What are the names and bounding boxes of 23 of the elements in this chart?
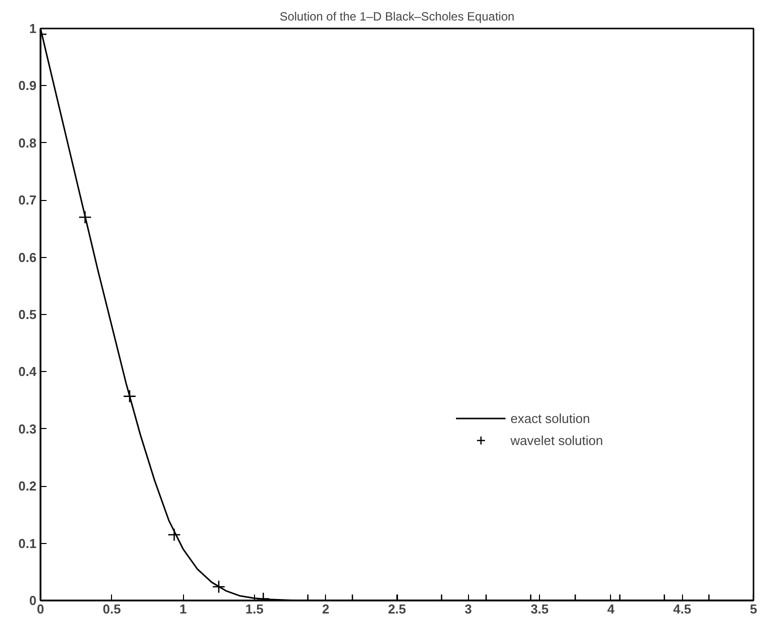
x-tick-label: 1 [179, 602, 187, 616]
y-tick-label: 1 [29, 21, 37, 36]
legend-label: wavelet solution [510, 432, 603, 448]
x-tick-label: 2.5 [388, 602, 406, 616]
y-tick-label: 0.9 [18, 78, 37, 94]
x-tick-label: 2 [322, 602, 330, 616]
y-tick-label: 0.5 [18, 307, 37, 322]
y-tick-label: 0.2 [18, 478, 37, 494]
y-tick-label: 0.8 [18, 135, 37, 150]
y-tick-label: 0.1 [18, 536, 37, 551]
x-tick-label: 3 [464, 602, 472, 616]
legend-label: exact solution [510, 410, 590, 426]
chart-title: Solution of the 1–D Black–Scholes Equation [280, 10, 514, 24]
y-tick-label: 0.3 [18, 421, 37, 436]
x-tick-label: 4 [607, 602, 616, 616]
x-tick-label: 1.5 [245, 602, 264, 616]
y-tick-label: 0.7 [18, 192, 37, 208]
x-tick-label: 5 [750, 602, 758, 616]
x-tick-label: 0.5 [102, 602, 121, 616]
x-tick-label: 4.5 [673, 602, 692, 616]
y-tick-label: 0.6 [18, 250, 37, 265]
x-tick-label: 3.5 [530, 602, 549, 616]
y-tick-label: 0.4 [18, 364, 38, 380]
